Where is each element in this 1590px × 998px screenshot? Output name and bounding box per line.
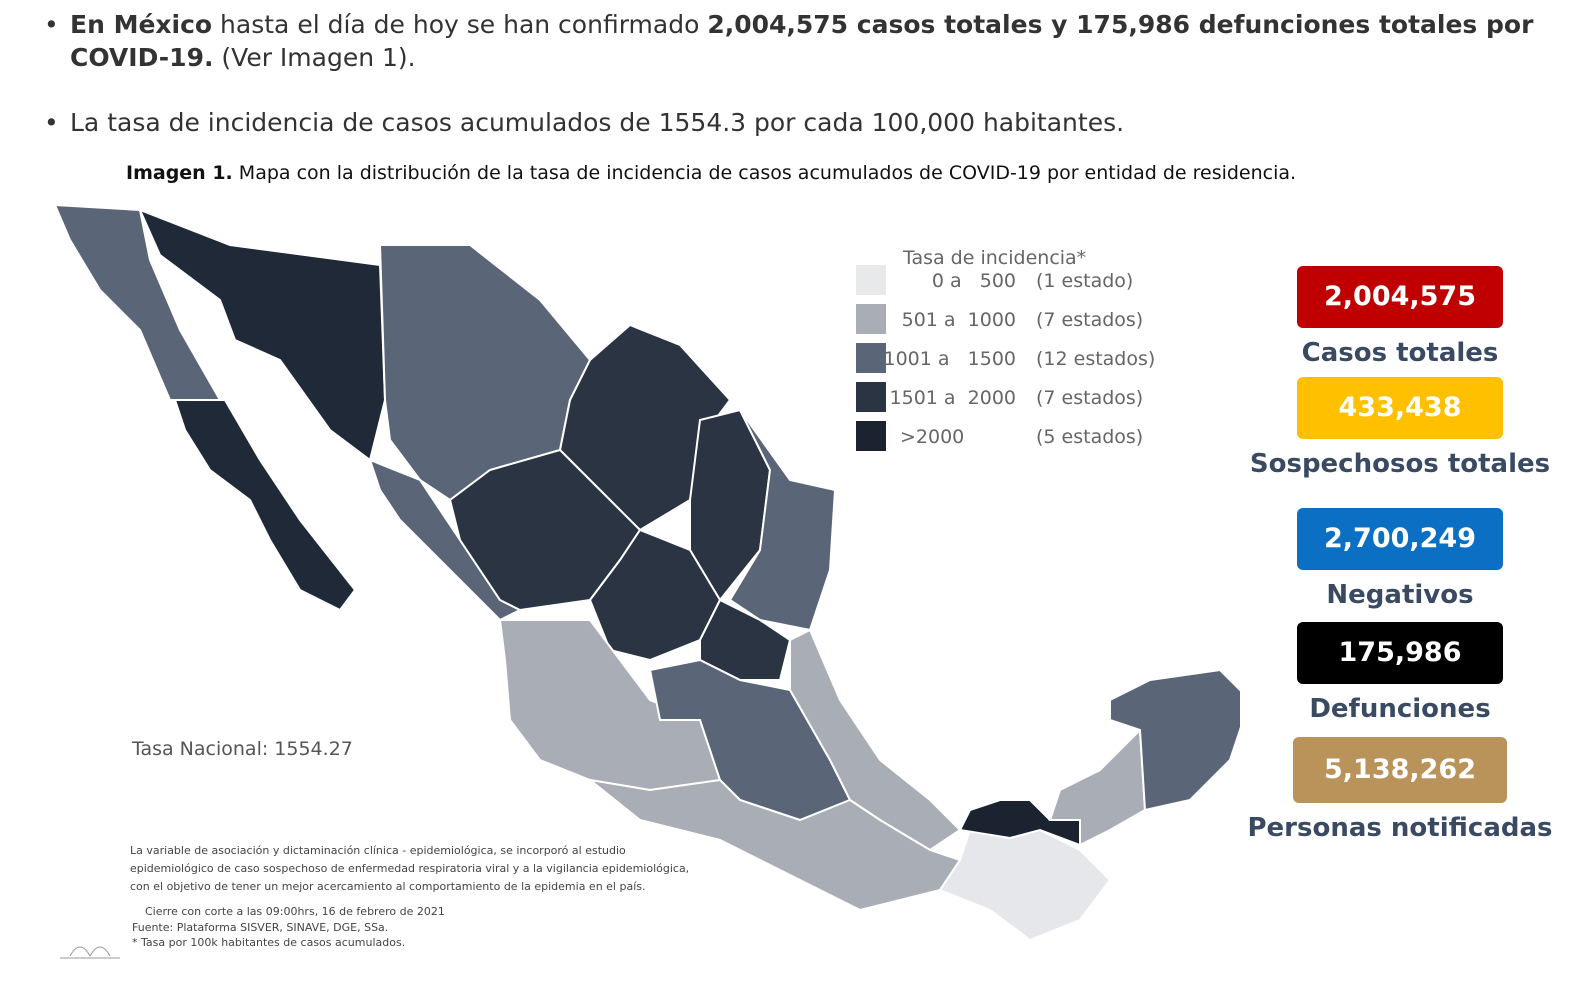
footnote-line: epidemiológico de caso sospechoso de enf… (130, 862, 689, 875)
legend-range: 1501 a 2000 (890, 387, 1016, 409)
stat-value: 175,986 (1297, 622, 1503, 684)
caption: Imagen 1. Mapa con la distribución de la… (126, 162, 1296, 184)
text: (Ver Imagen 1). (213, 43, 416, 72)
stat: 2,700,249 Negativos (1180, 508, 1590, 610)
legend-range: >2000 (900, 426, 964, 448)
bullet: La tasa de incidencia de casos acumulado… (44, 106, 1125, 139)
footnote: La variable de asociación y dictaminació… (130, 844, 689, 949)
stat-label: Personas notificadas (1247, 813, 1553, 843)
national-rate: Tasa Nacional: 1554.27 (131, 738, 353, 760)
legend-count: (12 estados) (1036, 348, 1155, 370)
state (699, 598, 792, 681)
stat-value: 2,004,575 (1297, 266, 1503, 328)
legend-swatch (856, 343, 886, 373)
caption-label: Imagen 1. (126, 162, 233, 184)
state (588, 528, 722, 662)
stat-value: 2,700,249 (1297, 508, 1503, 570)
legend-swatch (856, 304, 886, 334)
bold-text: En México (70, 10, 213, 39)
footnote-line: Fuente: Plataforma SISVER, SINAVE, DGE, … (132, 921, 388, 934)
legend-range: 0 a 500 (932, 270, 1016, 292)
text: La tasa de incidencia de casos acumulado… (70, 108, 1125, 137)
state (789, 628, 962, 852)
legend-count: (7 estados) (1036, 387, 1143, 409)
map-figure: Tasa de incidencia* 0 a 500 (1 estado) 5… (53, 203, 1240, 959)
bold-text: 2,004,575 casos totales y 175,986 defunc… (70, 10, 1534, 72)
legend-count: (7 estados) (1036, 309, 1143, 331)
stat-label: Casos totales (1301, 338, 1499, 368)
logo (60, 946, 120, 959)
state (368, 458, 523, 622)
state (173, 399, 357, 612)
legend-swatch (856, 265, 886, 295)
footnote-line: * Tasa por 100k habitantes de casos acum… (132, 936, 405, 949)
state (728, 409, 837, 632)
stat: 5,138,262 Personas notificadas (1180, 737, 1590, 843)
legend-range: 501 a 1000 (902, 309, 1016, 331)
map (53, 203, 1240, 942)
stat-value: 5,138,262 (1293, 737, 1507, 803)
stat-label: Defunciones (1309, 694, 1491, 724)
stat-label: Negativos (1326, 580, 1474, 610)
legend-count: (5 estados) (1036, 426, 1143, 448)
footnote-line: con el objetivo de tener un mejor acerca… (130, 880, 646, 893)
legend: Tasa de incidencia* 0 a 500 (1 estado) 5… (856, 247, 1155, 451)
stat: 175,986 Defunciones (1180, 622, 1590, 724)
text: hasta el día de hoy se han confirmado (212, 10, 708, 39)
stat: 433,438 Sospechosos totales (1180, 377, 1590, 479)
state (138, 208, 387, 462)
footnote-line: Cierre con corte a las 09:00hrs, 16 de f… (145, 905, 445, 918)
stat-value: 433,438 (1297, 377, 1503, 439)
state (586, 778, 962, 912)
legend-swatch (856, 382, 886, 412)
state (938, 828, 1112, 942)
legend-count: (1 estado) (1036, 270, 1133, 292)
state (1109, 668, 1240, 812)
stat: 2,004,575 Casos totales (1180, 266, 1590, 368)
legend-title: Tasa de incidencia* (902, 247, 1086, 269)
caption-text: Mapa con la distribución de la tasa de i… (232, 162, 1297, 184)
legend-swatch (856, 421, 886, 451)
stat-label: Sospechosos totales (1249, 449, 1551, 479)
footnote-line: La variable de asociación y dictaminació… (130, 844, 626, 857)
legend-range: 1001 a 1500 (883, 348, 1016, 370)
bullet: En México hasta el día de hoy se han con… (44, 8, 1540, 74)
